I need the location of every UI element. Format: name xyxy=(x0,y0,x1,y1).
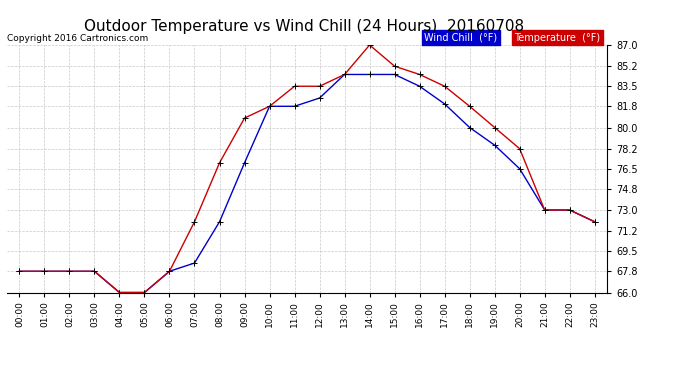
Text: Copyright 2016 Cartronics.com: Copyright 2016 Cartronics.com xyxy=(7,33,148,42)
Text: Temperature  (°F): Temperature (°F) xyxy=(514,33,600,42)
Text: Outdoor Temperature vs Wind Chill (24 Hours)  20160708: Outdoor Temperature vs Wind Chill (24 Ho… xyxy=(83,19,524,34)
Text: Wind Chill  (°F): Wind Chill (°F) xyxy=(424,33,497,42)
